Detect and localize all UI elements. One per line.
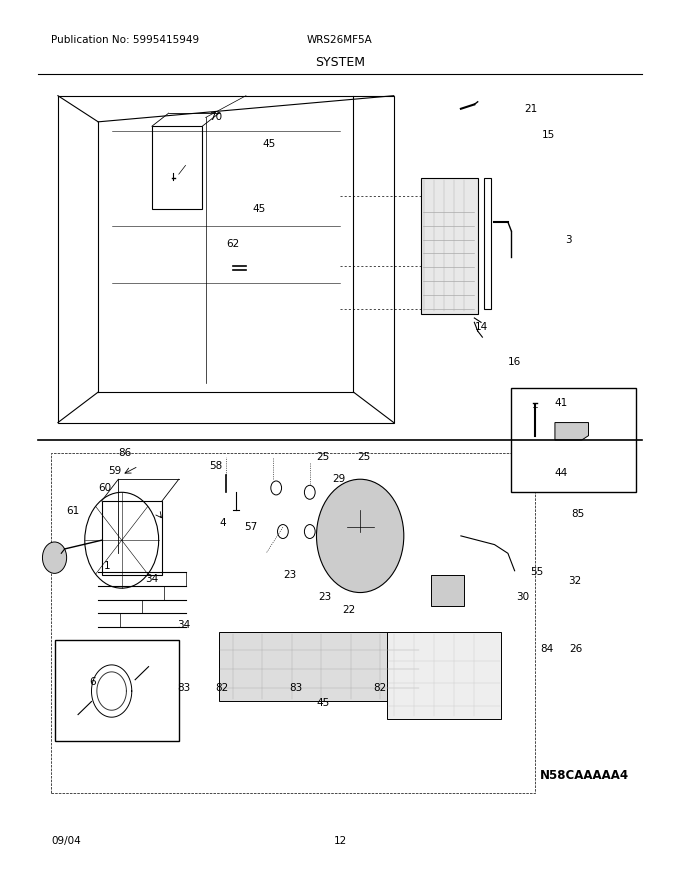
Text: 21: 21: [525, 104, 538, 114]
Text: SYSTEM: SYSTEM: [315, 56, 365, 70]
Bar: [152, 126, 203, 209]
Text: 14: 14: [475, 322, 488, 332]
Text: 29: 29: [332, 474, 345, 484]
Text: 62: 62: [226, 238, 239, 249]
Bar: [484, 179, 491, 309]
Text: 61: 61: [66, 507, 79, 517]
Text: 3: 3: [565, 234, 572, 245]
Circle shape: [305, 524, 315, 539]
Text: 25: 25: [316, 452, 329, 462]
Text: 59: 59: [108, 466, 122, 475]
Text: 32: 32: [568, 576, 581, 586]
Text: 84: 84: [540, 644, 554, 654]
Text: 83: 83: [177, 684, 190, 693]
Circle shape: [42, 542, 67, 574]
Text: 55: 55: [530, 568, 543, 577]
Text: 45: 45: [253, 204, 266, 214]
Polygon shape: [219, 632, 421, 701]
Text: 41: 41: [555, 399, 568, 408]
Text: 45: 45: [262, 139, 276, 149]
Text: 25: 25: [357, 452, 370, 462]
Circle shape: [277, 524, 288, 539]
Text: 86: 86: [118, 448, 132, 458]
Text: 44: 44: [555, 468, 568, 478]
Text: 23: 23: [318, 592, 332, 602]
Text: 1: 1: [103, 561, 110, 571]
Bar: [101, 501, 162, 576]
Text: 82: 82: [373, 684, 387, 693]
Text: 12: 12: [333, 836, 347, 846]
Bar: [511, 388, 636, 492]
Text: 82: 82: [216, 684, 229, 693]
Text: Publication No: 5995415949: Publication No: 5995415949: [51, 34, 199, 45]
Bar: [51, 453, 534, 793]
Text: 70: 70: [209, 113, 222, 122]
Text: 34: 34: [146, 575, 158, 584]
Text: 22: 22: [343, 605, 356, 615]
Text: 6: 6: [90, 678, 96, 687]
Text: 4: 4: [219, 517, 226, 528]
Text: 15: 15: [541, 130, 555, 140]
Text: 09/04: 09/04: [51, 836, 81, 846]
Text: 85: 85: [572, 510, 585, 519]
Circle shape: [305, 486, 315, 499]
Bar: [54, 641, 179, 741]
Text: 83: 83: [290, 684, 303, 693]
Text: 45: 45: [316, 698, 330, 708]
Text: 23: 23: [283, 570, 296, 580]
Bar: [421, 179, 477, 313]
Bar: [387, 632, 501, 719]
Text: 58: 58: [209, 461, 222, 471]
Polygon shape: [555, 422, 588, 440]
Text: 57: 57: [245, 522, 258, 532]
Circle shape: [316, 480, 404, 592]
Bar: [430, 576, 464, 605]
Text: WRS26MF5A: WRS26MF5A: [307, 34, 373, 45]
Text: 60: 60: [98, 483, 112, 493]
Text: 26: 26: [570, 644, 583, 654]
Text: 16: 16: [508, 356, 521, 367]
Text: 34: 34: [177, 620, 190, 630]
Text: 30: 30: [516, 592, 529, 602]
Text: N58CAAAAA4: N58CAAAAA4: [540, 769, 629, 782]
Circle shape: [271, 481, 282, 495]
